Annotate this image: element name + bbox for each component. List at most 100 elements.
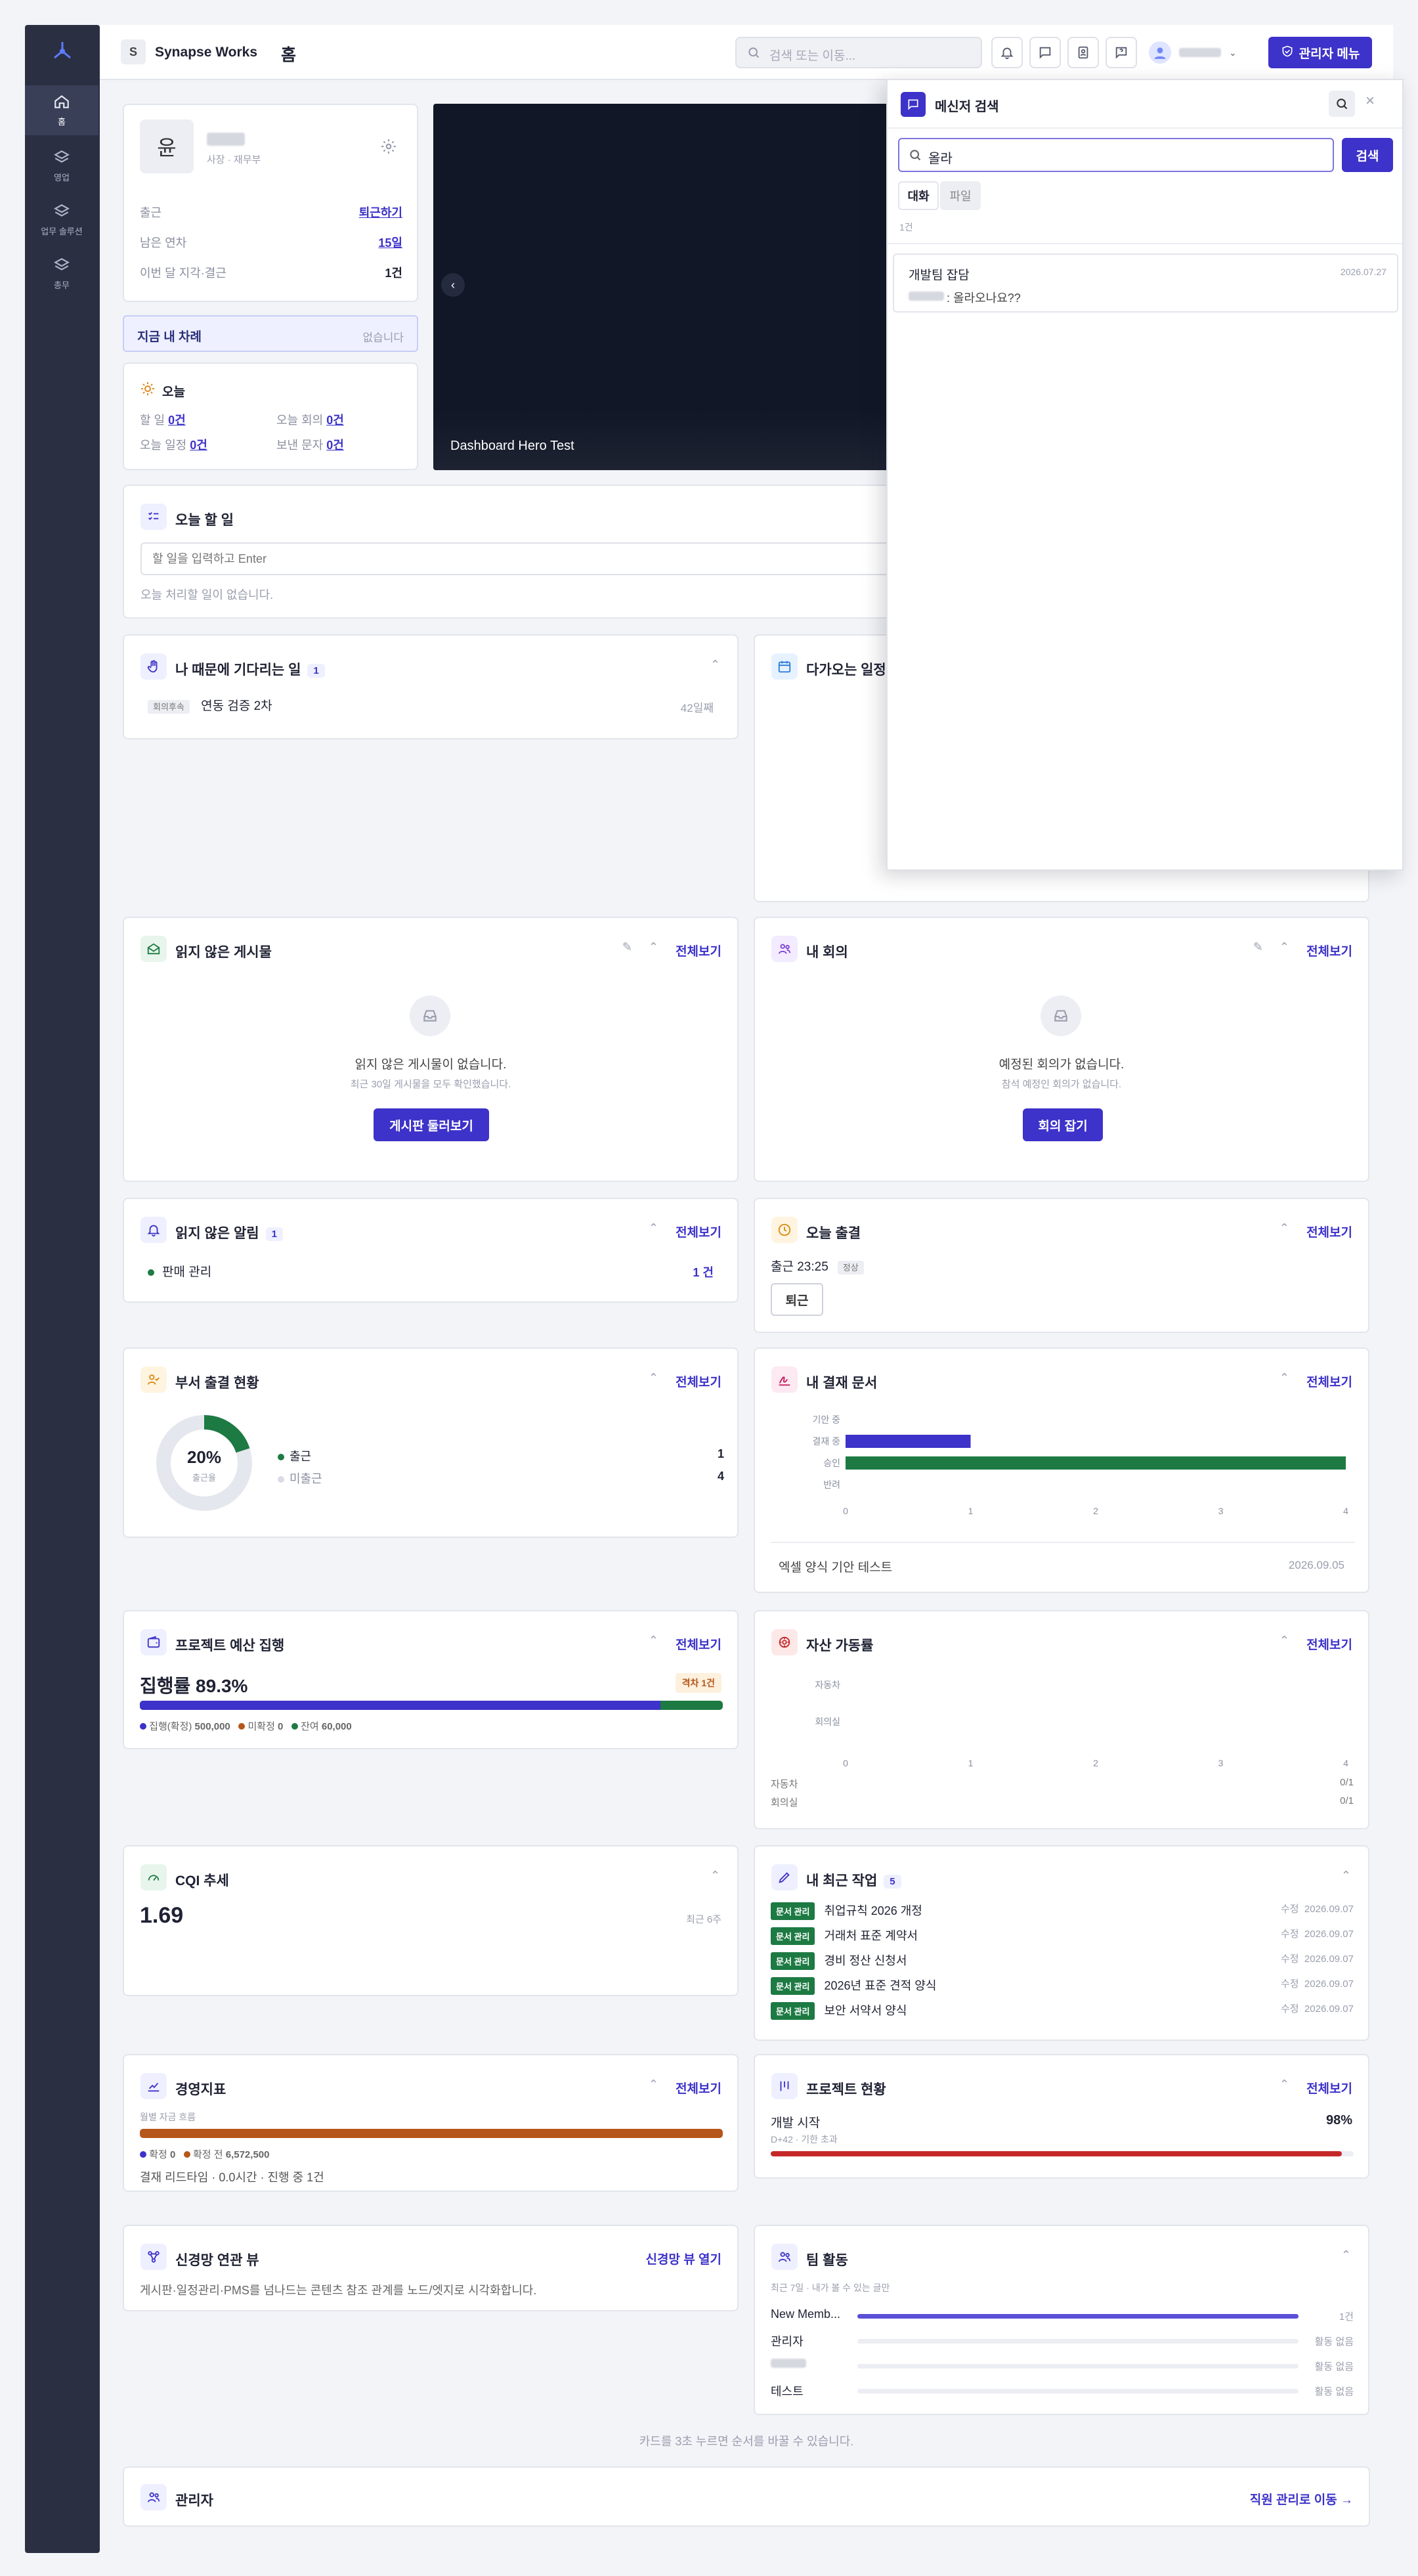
avatar: [1149, 41, 1171, 64]
recent-work-item[interactable]: 문서 관리 거래처 표준 계약서 수정 2026.09.07: [771, 1927, 1354, 1945]
view-all-link[interactable]: 전체보기: [1306, 1226, 1352, 1240]
recent-work-item[interactable]: 문서 관리 취업규칙 2026 개정 수정 2026.09.07: [771, 1902, 1354, 1920]
chevron-down-icon: ⌄: [1229, 47, 1237, 58]
edit-icon[interactable]: ✎: [622, 940, 632, 953]
list-item[interactable]: 판매 관리: [148, 1262, 211, 1280]
chevron-up-icon[interactable]: ⌃: [648, 940, 658, 953]
sidebar-item-label: 홈: [58, 117, 66, 127]
kpi-card: 경영지표 ⌃ 전체보기 월별 자금 흐름 확정 0 확정 전 6,572,500…: [123, 2054, 739, 2192]
staff-management-link[interactable]: 직원 관리로 이동 →: [1249, 2493, 1353, 2507]
gap-alert-badge[interactable]: 격차 1건: [675, 1673, 721, 1693]
search-icon[interactable]: [1329, 91, 1355, 117]
chat-icon[interactable]: [1029, 37, 1061, 68]
edit-icon[interactable]: ✎: [1253, 940, 1263, 953]
tab-files[interactable]: 파일: [940, 181, 981, 210]
recent-work-item[interactable]: 문서 관리 경비 정산 신청서 수정 2026.09.07: [771, 1952, 1354, 1970]
team-member-row: New Memb... 1건: [771, 2307, 1354, 2326]
search-icon: [747, 46, 760, 62]
today-item-value[interactable]: 0건: [168, 414, 186, 427]
view-all-link[interactable]: 전체보기: [1306, 1376, 1352, 1389]
card-title: 경영지표: [175, 2082, 226, 2097]
chevron-up-icon[interactable]: ⌃: [1341, 2248, 1351, 2261]
contacts-icon[interactable]: [1067, 37, 1099, 68]
chevron-up-icon[interactable]: ⌃: [710, 658, 720, 671]
chevron-up-icon[interactable]: ⌃: [710, 1869, 720, 1882]
view-all-link[interactable]: 전체보기: [676, 945, 721, 959]
browse-board-button[interactable]: 게시판 둘러보기: [374, 1108, 489, 1141]
sidebar-item-work[interactable]: 업무 솔루션: [25, 197, 98, 243]
brand-name[interactable]: Synapse Works: [155, 45, 258, 60]
card-title: 읽지 않은 게시물: [175, 945, 272, 960]
checkout-link[interactable]: 퇴근하기: [358, 206, 402, 219]
result-count: 1건: [899, 222, 913, 232]
messenger-search-button[interactable]: 검색: [1342, 138, 1393, 172]
item-action: 수정: [1280, 2003, 1299, 2015]
todo-empty: 오늘 처리할 일이 없습니다.: [140, 588, 274, 601]
budget-card: 프로젝트 예산 집행 ⌃ 전체보기 집행률 89.3% 격차 1건 집행(확정)…: [123, 1610, 739, 1749]
item-label: 2026년 표준 견적 양식: [824, 1979, 937, 1992]
chevron-up-icon[interactable]: ⌃: [648, 1221, 658, 1234]
chevron-up-icon[interactable]: ⌃: [1279, 940, 1289, 953]
search-result-item[interactable]: 개발팀 잡담 2026.07.27 : 올라오나요??: [893, 253, 1398, 313]
chart-bar[interactable]: [846, 1435, 971, 1448]
my-turn-bar[interactable]: 지금 내 차례 없습니다: [123, 315, 418, 352]
card-title: 관리자: [175, 2493, 213, 2508]
tab-conversations[interactable]: 대화: [898, 181, 939, 210]
view-all-link[interactable]: 전체보기: [676, 1376, 721, 1389]
checkout-button[interactable]: 퇴근: [771, 1283, 823, 1316]
project-name[interactable]: 개발 시작: [771, 2116, 821, 2130]
schedule-meeting-button[interactable]: 회의 잡기: [1023, 1108, 1103, 1141]
execution-rate: 집행률 89.3%: [140, 1676, 248, 1696]
user-menu[interactable]: ⌄: [1149, 38, 1247, 67]
carousel-prev-icon[interactable]: ‹: [441, 273, 465, 297]
view-all-link[interactable]: 전체보기: [676, 1226, 721, 1240]
chevron-up-icon[interactable]: ⌃: [1341, 1869, 1351, 1882]
chevron-up-icon[interactable]: ⌃: [1279, 1221, 1289, 1234]
sidebar-item-general[interactable]: 총무: [25, 251, 98, 297]
asset-row-label: 자동차: [771, 1779, 798, 1790]
view-all-link[interactable]: 전체보기: [676, 2082, 721, 2096]
today-item-value[interactable]: 0건: [190, 439, 207, 452]
today-item-value[interactable]: 0건: [326, 439, 344, 452]
asset-icon: [771, 1629, 798, 1655]
profile-row: 남은 연차 15일: [140, 234, 402, 251]
approval-doc-label[interactable]: 엑셀 양식 기안 테스트: [779, 1561, 893, 1575]
admin-menu-button[interactable]: 관리자 메뉴: [1268, 37, 1372, 68]
chevron-up-icon[interactable]: ⌃: [1279, 2078, 1289, 2091]
leave-link[interactable]: 15일: [378, 236, 402, 250]
recent-work-item[interactable]: 문서 관리 보안 서약서 양식 수정 2026.09.07: [771, 2001, 1354, 2020]
admin-card: 관리자 직원 관리로 이동 →: [123, 2466, 1370, 2527]
chevron-up-icon[interactable]: ⌃: [1279, 1634, 1289, 1647]
legend-dot: [291, 1723, 298, 1730]
chevron-up-icon[interactable]: ⌃: [648, 2078, 658, 2091]
bell-icon[interactable]: [991, 37, 1023, 68]
chart-tick-label: 0: [843, 1506, 848, 1516]
item-label: 연동 검증 2차: [201, 699, 272, 713]
view-all-link[interactable]: 전체보기: [676, 1638, 721, 1652]
close-icon[interactable]: ×: [1365, 92, 1375, 110]
legend-dot: [238, 1723, 246, 1730]
layers-icon: [53, 149, 70, 168]
chevron-up-icon[interactable]: ⌃: [648, 1634, 658, 1647]
chevron-up-icon[interactable]: ⌃: [1279, 1371, 1289, 1384]
global-search[interactable]: 검색 또는 이동...: [735, 37, 982, 68]
chart-bar[interactable]: [846, 1456, 1346, 1470]
sidebar-item-sales[interactable]: 영업: [25, 143, 98, 189]
checkin-text: 출근 23:25: [771, 1260, 828, 1274]
chevron-up-icon[interactable]: ⌃: [648, 1371, 658, 1384]
open-graph-link[interactable]: 신경망 뷰 열기: [645, 2253, 721, 2267]
legend-value: 6,572,500: [225, 2149, 270, 2160]
view-all-link[interactable]: 전체보기: [1306, 945, 1352, 959]
today-item-value[interactable]: 0건: [326, 414, 344, 427]
app-logo-icon[interactable]: [49, 38, 75, 64]
brand-badge: S: [121, 39, 146, 64]
messenger-search-input[interactable]: 올라: [898, 138, 1334, 172]
list-item[interactable]: 회의후속 연동 검증 2차: [148, 696, 272, 714]
chart-category-label: 반려: [823, 1479, 840, 1490]
view-all-link[interactable]: 전체보기: [1306, 1638, 1352, 1652]
recent-work-item[interactable]: 문서 관리 2026년 표준 견적 양식 수정 2026.09.07: [771, 1976, 1354, 1995]
sidebar-item-home[interactable]: 홈: [25, 85, 98, 135]
view-all-link[interactable]: 전체보기: [1306, 2082, 1352, 2096]
help-chat-icon[interactable]: [1106, 37, 1137, 68]
gear-icon[interactable]: [380, 138, 397, 158]
